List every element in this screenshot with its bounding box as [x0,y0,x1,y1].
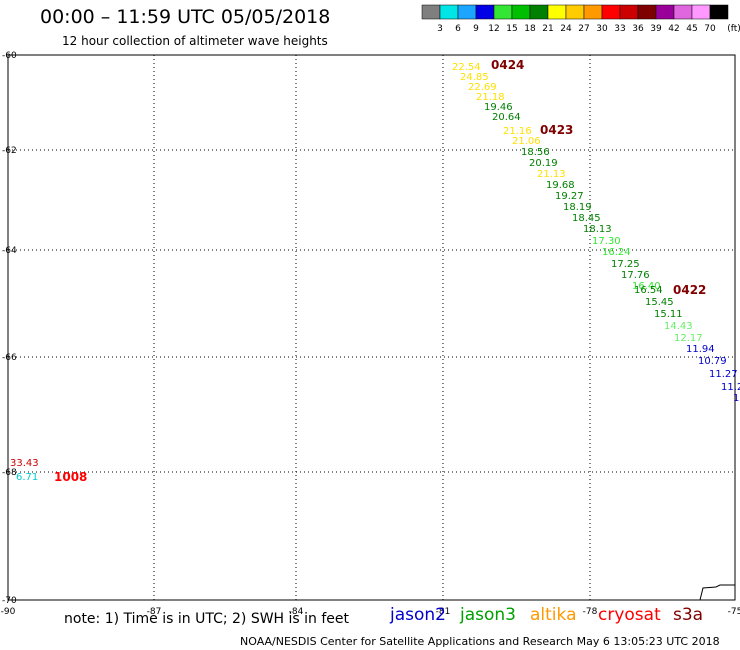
colorbar-tick-label: 21 [542,24,553,34]
colorbar-tick-label: 9 [473,24,479,34]
colorbar-tick-label: 33 [614,24,625,34]
colorbar-tick-label: 27 [578,24,589,34]
wave-height-observation: 21.18 [476,92,505,103]
satellite-legend-jason2: jason2 [390,605,446,625]
wave-height-observation: 21.16 [503,126,532,137]
longitude-tick-label: -90 [1,607,16,617]
colorbar-tick-label: 70 [704,24,716,34]
wave-height-observation: 1 [733,393,739,404]
wave-height-observation: 11.2 [721,382,740,393]
satellite-legend-jason3: jason3 [460,605,516,625]
colorbar-tick-label: 3 [437,24,443,34]
wave-height-observation: 16.40 [632,281,661,292]
wave-height-observation: 16.24 [602,247,631,258]
colorbar-tick-label: 42 [668,24,679,34]
wave-height-observation: 22.69 [468,82,497,93]
wave-height-observation: 21.13 [537,169,566,180]
satellite-legend-cryosat: cryosat [598,605,661,625]
latitude-tick-label: -60 [2,51,17,61]
latitude-tick-label: -70 [2,596,17,606]
wave-height-observation: 18.45 [572,213,601,224]
wave-height-observation: 14.43 [664,321,693,332]
wave-height-observation: 17.76 [621,270,650,281]
wave-height-observation: 12.17 [674,333,703,344]
longitude-tick-label: -84 [289,607,304,617]
colorbar-tick-label: 36 [632,24,644,34]
wave-height-observation: 19.46 [484,102,513,113]
page-subtitle: 12 hour collection of altimeter wave hei… [62,34,328,48]
colorbar-tick-label: 39 [650,24,662,34]
wave-height-observation: 22.54 [452,62,481,73]
latitude-tick-label: -68 [2,468,17,478]
longitude-tick-label: -75 [728,607,740,617]
wave-height-observation: 24.85 [460,72,489,83]
wave-height-observation: 19.27 [555,191,584,202]
satellite-legend-altika: altika [530,605,577,625]
colorbar-unit-label: (ft) [727,24,740,34]
wave-height-observation: 33.43 [10,458,39,469]
color-scale-legend: 3 6 9 12 15 18 21 24 27 30 33 36 39 42 45 70 (ft) [421,4,740,34]
colorbar-tick-label: 18 [524,24,536,34]
wave-height-observation: 11.94 [686,344,715,355]
latitude-tick-label: -64 [2,246,17,256]
colorbar-tick-label: 6 [455,24,461,34]
coastline [679,584,735,601]
wave-height-observation: 18.56 [521,147,550,158]
colorbar-tick-label: 12 [488,24,499,34]
wave-height-observation: 21.06 [512,136,541,147]
latitude-tick-label: -66 [2,353,17,363]
pass-time-label: 0423 [540,123,573,137]
map-frame [7,54,736,601]
wave-height-observation: 19.68 [546,180,575,191]
pass-time-label: 0422 [673,283,706,297]
wave-height-observation: 20.64 [492,112,521,123]
wave-height-observation: 6.71 [16,472,38,483]
wave-height-observation: 15.45 [645,297,674,308]
colorbar-tick-label: 30 [596,24,608,34]
longitude-tick-label: -81 [436,607,451,617]
wave-height-observation: 20.19 [529,158,558,169]
wave-height-observation: 15.11 [654,309,683,320]
wave-height-observation: 18.13 [583,224,612,235]
credit-line: NOAA/NESDIS Center for Satellite Applica… [240,635,720,648]
satellite-legend-s3a: s3a [673,605,704,625]
pass-time-label: 1008 [54,470,87,484]
wave-height-observation: 11.27 [709,369,738,380]
wave-height-observation: 17.25 [611,259,640,270]
pass-time-label: 0424 [491,58,524,72]
latitude-tick-label: -62 [2,146,17,156]
longitude-tick-label: -87 [147,607,162,617]
colorbar-tick-label: 15 [506,24,517,34]
colorbar-tick-label: 45 [686,24,697,34]
wave-height-observation: 18.19 [563,202,592,213]
footnote: note: 1) Time is in UTC; 2) SWH is in fe… [64,611,350,627]
page-title: 00:00 – 11:59 UTC 05/05/2018 [40,6,331,28]
wave-height-observation: 17.30 [592,236,621,247]
colorbar-bin [709,4,729,20]
wave-height-observation: 16.54 [634,285,663,296]
wave-height-observation: 10.79 [698,356,727,367]
longitude-tick-label: -78 [583,607,598,617]
colorbar-tick-label: 24 [560,24,572,34]
